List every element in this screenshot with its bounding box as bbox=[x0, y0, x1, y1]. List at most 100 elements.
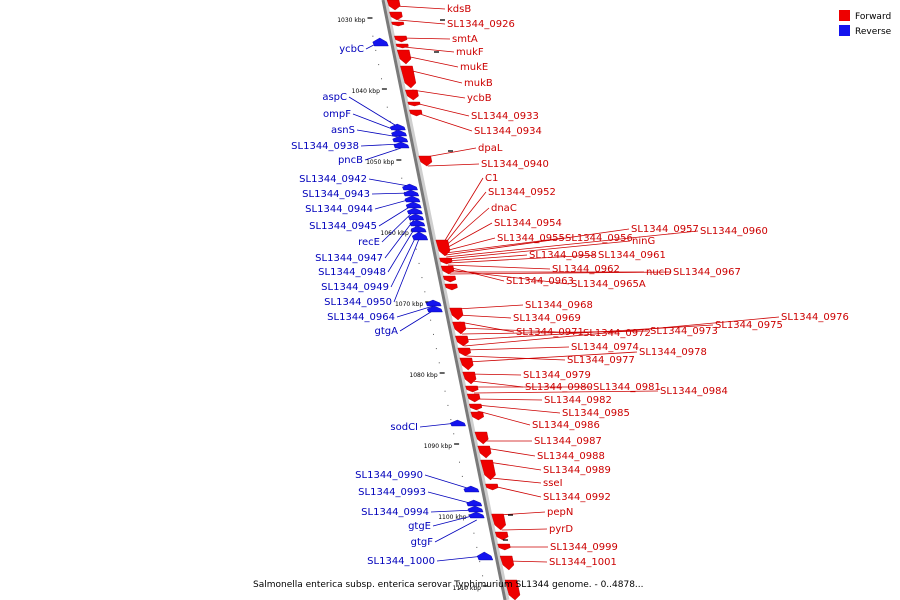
reverse-gene-arrow bbox=[411, 231, 429, 241]
forward-gene-arrow bbox=[439, 257, 453, 265]
reverse-gene-label: SL1344_0938 bbox=[291, 141, 359, 152]
forward-connector bbox=[443, 177, 484, 244]
reverse-gene-label: recE bbox=[358, 237, 380, 248]
reverse-gene-layer bbox=[372, 37, 494, 561]
reverse-connector bbox=[378, 204, 413, 227]
forward-connector bbox=[508, 560, 548, 563]
forward-gene-arrow bbox=[407, 101, 421, 107]
tick-label: 1100 kbp bbox=[438, 514, 466, 521]
forward-connector bbox=[398, 19, 446, 25]
forward-gene-arrow bbox=[474, 431, 489, 445]
forward-gene-arrow bbox=[405, 89, 419, 101]
forward-connector bbox=[444, 237, 496, 252]
tick-label: 1050 kbp bbox=[366, 159, 394, 166]
forward-connector bbox=[466, 355, 566, 361]
forward-connector bbox=[414, 102, 470, 117]
forward-connector bbox=[458, 314, 512, 319]
genome-axis bbox=[381, 0, 510, 600]
reverse-gene-label: gtgA bbox=[375, 326, 399, 337]
forward-gene-label: C1 bbox=[485, 173, 498, 184]
reverse-gene-arrow bbox=[450, 419, 466, 427]
forward-gene-label: SL1344_0968 bbox=[525, 300, 593, 311]
forward-gene-label: SL1344_0988 bbox=[537, 451, 605, 462]
forward-gene-label: pepN bbox=[547, 507, 573, 518]
forward-connector bbox=[445, 237, 564, 254]
forward-connector bbox=[395, 5, 446, 10]
reverse-connector bbox=[434, 519, 477, 543]
forward-gene-arrow bbox=[440, 265, 455, 275]
forward-gene-arrow bbox=[452, 321, 467, 335]
forward-connector bbox=[443, 191, 487, 246]
legend-swatch-forward bbox=[839, 10, 850, 21]
forward-connector bbox=[456, 304, 524, 310]
reverse-gene-label: SL1344_0948 bbox=[318, 267, 386, 278]
forward-gene-arrow bbox=[400, 65, 417, 89]
forward-gene-arrow bbox=[386, 0, 401, 11]
forward-gene-label: SL1344_0963 bbox=[506, 276, 574, 287]
reverse-connector bbox=[396, 305, 434, 318]
reverse-gene-arrow bbox=[405, 201, 422, 209]
forward-gene-label: SL1344_0981 bbox=[593, 382, 661, 393]
forward-gene-label: SL1344_0979 bbox=[523, 370, 591, 381]
forward-connector bbox=[459, 321, 515, 333]
forward-connector bbox=[465, 346, 570, 351]
reverse-gene-arrow bbox=[392, 135, 409, 143]
forward-gene-arrow bbox=[462, 371, 477, 385]
forward-gene-label: SL1344_0955 bbox=[497, 233, 565, 244]
forward-gene-label: mukB bbox=[464, 78, 493, 89]
forward-gene-arrow bbox=[395, 43, 409, 49]
reverse-gene-label: SL1344_0993 bbox=[358, 487, 426, 498]
forward-gene-layer bbox=[386, 0, 521, 600]
reverse-connector bbox=[360, 143, 401, 147]
forward-connector bbox=[476, 404, 561, 414]
forward-gene-label: smtA bbox=[452, 34, 478, 45]
forward-connector bbox=[408, 69, 463, 84]
genome-axis-line bbox=[381, 0, 507, 600]
reverse-connector bbox=[393, 237, 420, 303]
forward-connector bbox=[416, 112, 473, 132]
forward-connector bbox=[446, 240, 631, 260]
forward-gene-arrow bbox=[449, 307, 464, 321]
forward-gene-label: SL1344_0957 bbox=[631, 224, 699, 235]
forward-connector bbox=[477, 410, 531, 426]
forward-connector bbox=[443, 207, 490, 248]
forward-gene-label: dpaL bbox=[478, 143, 503, 154]
forward-gene-arrow bbox=[465, 385, 479, 393]
forward-gene-arrow bbox=[494, 531, 509, 541]
reverse-gene-arrow bbox=[467, 505, 484, 513]
forward-gene-label: SL1344_0978 bbox=[639, 347, 707, 358]
reverse-gene-arrow bbox=[409, 219, 426, 227]
forward-gene-label: SL1344_0999 bbox=[550, 542, 618, 553]
reverse-connector bbox=[387, 224, 418, 273]
genome-caption: Salmonella enterica subsp. enterica sero… bbox=[253, 580, 644, 590]
forward-gene-label: SL1344_0974 bbox=[571, 342, 639, 353]
reverse-connector bbox=[399, 309, 435, 332]
tick-label: 1070 kbp bbox=[395, 301, 423, 308]
reverse-gene-arrow bbox=[408, 213, 425, 221]
legend-label-reverse: Reverse bbox=[855, 27, 892, 37]
tick-label: 1060 kbp bbox=[381, 230, 409, 237]
forward-gene-label: SL1344_0967 bbox=[673, 267, 741, 278]
reverse-gene-arrow bbox=[476, 551, 494, 561]
forward-gene-arrow bbox=[418, 155, 433, 167]
reverse-gene-label: gtgE bbox=[408, 521, 431, 532]
reverse-gene-label: sodCI bbox=[390, 422, 418, 433]
forward-gene-label: SL1344_0975 bbox=[715, 320, 783, 331]
forward-gene-arrow bbox=[480, 459, 496, 481]
forward-connector bbox=[475, 398, 543, 401]
forward-gene-label: SL1344_0973 bbox=[650, 326, 718, 337]
reverse-gene-arrow bbox=[468, 511, 485, 519]
reverse-gene-label: SL1344_0942 bbox=[299, 174, 367, 185]
forward-gene-label: mukE bbox=[460, 62, 488, 73]
forward-gene-label: ycbB bbox=[467, 93, 492, 104]
forward-gene-label: SL1344_0992 bbox=[543, 492, 611, 503]
forward-gene-arrow bbox=[470, 411, 484, 421]
forward-gene-label: SL1344_0934 bbox=[474, 126, 542, 137]
forward-gene-label: SL1344_0926 bbox=[447, 19, 515, 30]
reverse-gene-label: pncB bbox=[338, 155, 363, 166]
tick-label: 1030 kbp bbox=[337, 17, 365, 24]
forward-gene-arrow bbox=[504, 579, 521, 600]
legend-label-forward: Forward bbox=[855, 12, 891, 22]
forward-gene-label: SL1344_0965A bbox=[571, 279, 646, 290]
